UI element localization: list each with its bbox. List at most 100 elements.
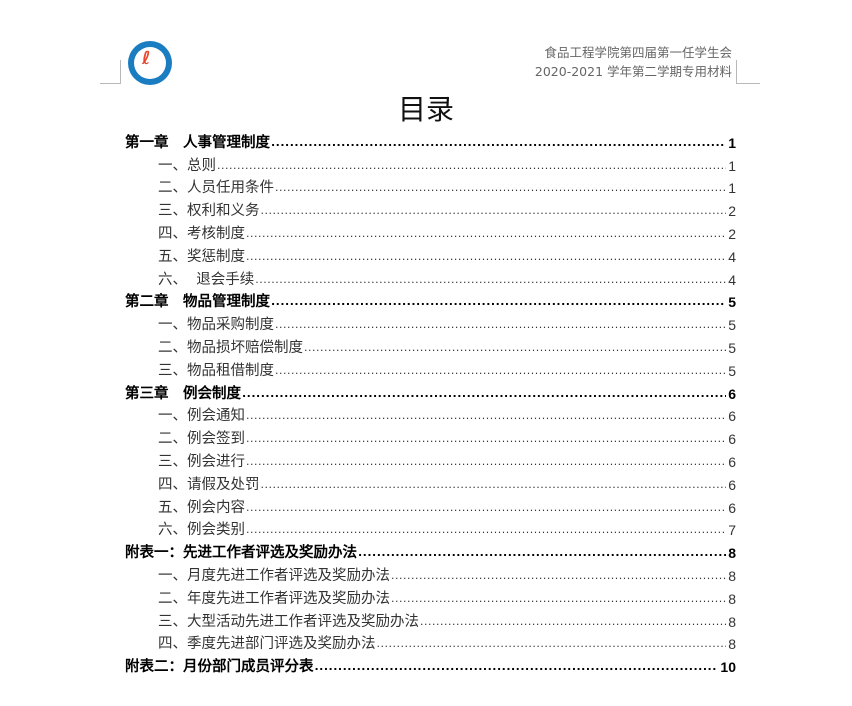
toc-entry-label: 二、例会签到 xyxy=(158,431,245,448)
toc-entry-label: 一、月度先进工作者评选及奖励办法 xyxy=(158,567,390,584)
toc-leader-dots xyxy=(246,522,726,538)
toc-leader-dots xyxy=(261,203,727,219)
toc-chapter-entry[interactable]: 附表二：月份部门成员评分表 10 xyxy=(125,655,736,678)
toc-page-number: 5 xyxy=(728,362,736,379)
toc-page-number: 8 xyxy=(728,545,736,562)
toc-entry-label: 三、物品租借制度 xyxy=(158,362,274,379)
toc-entry-label: 二、物品损坏赔偿制度 xyxy=(158,339,303,356)
toc-entry-label: 四、考核制度 xyxy=(158,225,245,242)
toc-leader-dots xyxy=(246,500,726,516)
toc-section-entry[interactable]: 四、考核制度 2 xyxy=(125,222,736,245)
toc-section-entry[interactable]: 一、月度先进工作者评选及奖励办法 8 xyxy=(125,564,736,587)
toc-leader-dots xyxy=(246,431,726,447)
toc-section-entry[interactable]: 六、 退会手续 4 xyxy=(125,268,736,291)
toc-section-entry[interactable]: 二、例会签到 6 xyxy=(125,427,736,450)
toc-section-entry[interactable]: 四、请假及处罚 6 xyxy=(125,473,736,496)
toc-leader-dots xyxy=(315,659,719,675)
toc-section-entry[interactable]: 一、例会通知 6 xyxy=(125,405,736,428)
toc-entry-label: 三、例会进行 xyxy=(158,453,245,470)
toc-entry-label: 一、物品采购制度 xyxy=(158,317,274,334)
toc-leader-dots xyxy=(420,614,726,630)
toc-chapter-entry[interactable]: 第三章 例会制度 6 xyxy=(125,382,736,405)
toc-entry-label: 五、奖惩制度 xyxy=(158,248,245,265)
toc-chapter-entry[interactable]: 第一章 人事管理制度 1 xyxy=(125,131,736,154)
toc-leader-dots xyxy=(275,180,726,196)
toc-leader-dots xyxy=(271,294,726,310)
toc-leader-dots xyxy=(275,317,726,333)
toc-section-entry[interactable]: 二、物品损坏赔偿制度 5 xyxy=(125,336,736,359)
toc-leader-dots xyxy=(246,226,726,242)
toc-entry-label: 第一章 人事管理制度 xyxy=(125,134,270,151)
toc-chapter-entry[interactable]: 附表一：先进工作者评选及奖励办法 8 xyxy=(125,541,736,564)
toc-leader-dots xyxy=(275,363,726,379)
toc-section-entry[interactable]: 一、物品采购制度 5 xyxy=(125,313,736,336)
toc-entry-label: 一、总则 xyxy=(158,157,216,174)
page-title: 目录 xyxy=(397,93,454,126)
toc-entry-label: 六、例会类别 xyxy=(158,522,245,539)
corner-mark-right-h xyxy=(736,83,760,84)
toc-entry-label: 三、大型活动先进工作者评选及奖励办法 xyxy=(158,613,419,630)
toc-page-number: 6 xyxy=(728,453,736,470)
toc-leader-dots xyxy=(391,591,726,607)
toc-page-number: 5 xyxy=(728,294,736,311)
toc-section-entry[interactable]: 五、例会内容 6 xyxy=(125,496,736,519)
toc-page-number: 6 xyxy=(728,385,736,402)
school-logo: ℓ xyxy=(128,41,172,85)
toc-section-entry[interactable]: 四、季度先进部门评选及奖励办法 8 xyxy=(125,633,736,656)
toc-entry-label: 一、例会通知 xyxy=(158,408,245,425)
toc-leader-dots xyxy=(358,545,726,561)
toc-section-entry[interactable]: 五、奖惩制度 4 xyxy=(125,245,736,268)
toc-entry-label: 附表一：先进工作者评选及奖励办法 xyxy=(125,545,357,562)
toc-leader-dots xyxy=(304,340,726,356)
toc-entry-label: 四、季度先进部门评选及奖励办法 xyxy=(158,636,376,653)
toc-leader-dots xyxy=(271,135,726,151)
toc-entry-label: 附表二：月份部门成员评分表 xyxy=(125,659,314,676)
toc-page-number: 1 xyxy=(728,134,736,151)
toc-entry-label: 三、权利和义务 xyxy=(158,203,260,220)
toc-entry-label: 四、请假及处罚 xyxy=(158,476,260,493)
toc-section-entry[interactable]: 二、年度先进工作者评选及奖励办法 8 xyxy=(125,587,736,610)
toc-page-number: 1 xyxy=(728,157,736,174)
toc-section-entry[interactable]: 三、大型活动先进工作者评选及奖励办法 8 xyxy=(125,610,736,633)
toc-leader-dots xyxy=(217,158,726,174)
toc-leader-dots xyxy=(261,477,727,493)
toc-leader-dots xyxy=(377,636,727,652)
toc-page-number: 6 xyxy=(728,431,736,448)
corner-mark-left-h xyxy=(100,83,120,84)
toc-page-number: 10 xyxy=(720,659,736,676)
toc-entry-label: 二、人员任用条件 xyxy=(158,180,274,197)
toc-page-number: 5 xyxy=(728,339,736,356)
toc-page-number: 7 xyxy=(728,522,736,539)
toc-leader-dots xyxy=(246,454,726,470)
toc-page-number: 6 xyxy=(728,499,736,516)
toc-section-entry[interactable]: 一、总则 1 xyxy=(125,154,736,177)
header-line-2: 2020-2021 学年第二学期专用材料 xyxy=(534,64,732,79)
toc-leader-dots xyxy=(246,408,726,424)
toc-page-number: 8 xyxy=(728,613,736,630)
corner-mark-right-v xyxy=(736,60,737,84)
toc-page-number: 1 xyxy=(728,180,736,197)
toc-page-number: 4 xyxy=(728,271,736,288)
toc-entry-label: 六、 退会手续 xyxy=(158,271,255,288)
toc-leader-dots xyxy=(391,568,726,584)
toc-leader-dots xyxy=(242,386,726,402)
toc-page-number: 2 xyxy=(728,225,736,242)
toc-entry-label: 第三章 例会制度 xyxy=(125,385,241,402)
toc-page-number: 6 xyxy=(728,476,736,493)
toc-page-number: 8 xyxy=(728,567,736,584)
toc-page-number: 8 xyxy=(728,636,736,653)
toc-entry-label: 二、年度先进工作者评选及奖励办法 xyxy=(158,590,390,607)
toc-chapter-entry[interactable]: 第二章 物品管理制度 5 xyxy=(125,291,736,314)
toc-section-entry[interactable]: 三、例会进行 6 xyxy=(125,450,736,473)
corner-mark-left-v xyxy=(120,60,121,84)
toc-entry-label: 第二章 物品管理制度 xyxy=(125,294,270,311)
toc-section-entry[interactable]: 三、权利和义务 2 xyxy=(125,199,736,222)
toc-page-number: 4 xyxy=(728,248,736,265)
table-of-contents: 第一章 人事管理制度 1 一、总则 1 二、人员任用条件 1 三、权利和义务 2 四、考核制度 2… xyxy=(125,131,736,678)
toc-section-entry[interactable]: 六、例会类别 7 xyxy=(125,519,736,542)
toc-page-number: 2 xyxy=(728,203,736,220)
toc-section-entry[interactable]: 三、物品租借制度 5 xyxy=(125,359,736,382)
toc-section-entry[interactable]: 二、人员任用条件 1 xyxy=(125,177,736,200)
toc-page-number: 8 xyxy=(728,590,736,607)
toc-leader-dots xyxy=(255,272,726,288)
